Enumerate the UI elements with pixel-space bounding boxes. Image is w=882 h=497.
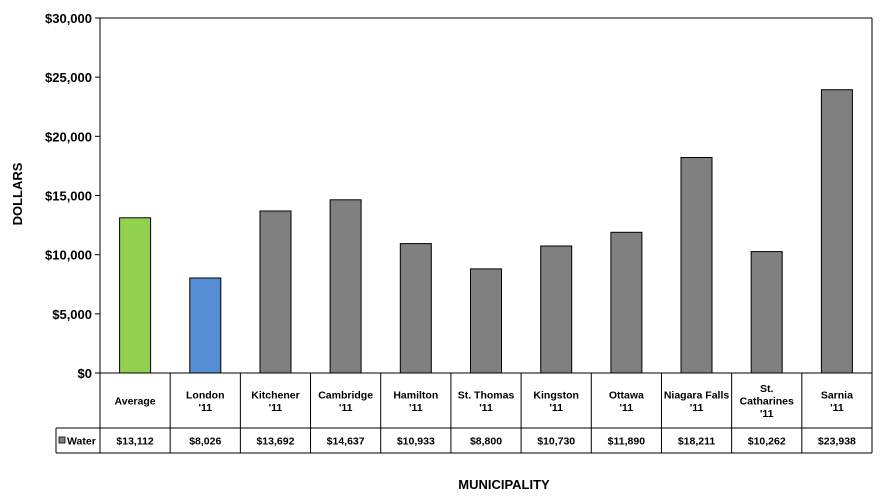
data-label: $13,692 (256, 436, 294, 448)
category-label: St. Thomas '11 (458, 389, 515, 414)
x-axis-title: MUNICIPALITY (458, 477, 550, 492)
bar (119, 217, 152, 374)
y-tick-label: $5,000 (52, 307, 92, 322)
category-label: Ottawa '11 (609, 389, 644, 414)
legend-swatch (58, 436, 66, 444)
category-label: London '11 (186, 389, 224, 414)
y-tick-label: $20,000 (45, 129, 92, 144)
data-label: $8,800 (470, 436, 502, 448)
bar (750, 251, 783, 374)
category-label: Cambridge '11 (318, 389, 373, 414)
y-axis-ticks: $0 $5,000 $10,000 $15,000 $20,000 $25,000 $30,… (45, 11, 100, 381)
category-label: Kitchener '11 (251, 389, 299, 414)
y-axis-title: DOLLARS (10, 162, 25, 225)
category-label: Niagara Falls '11 (664, 389, 730, 414)
y-tick-label: $15,000 (45, 189, 92, 204)
bar (820, 89, 853, 374)
category-label: St. Catharines '11 (740, 383, 794, 420)
data-table: Average London '11 Kitchener '11 Cambridge '11… (55, 373, 873, 454)
bar (329, 199, 362, 374)
bar (540, 245, 573, 374)
data-label: $10,730 (537, 436, 575, 448)
bar (470, 268, 502, 374)
data-label: $10,933 (397, 436, 435, 448)
data-label: $18,211 (678, 436, 716, 448)
y-tick-label: $25,000 (45, 70, 92, 85)
category-label: Kingston '11 (533, 389, 579, 414)
y-tick-label: $0 (78, 366, 92, 381)
bar (399, 243, 432, 374)
category-label: Sarnia '11 (821, 389, 853, 414)
category-label: Hamilton '11 (393, 389, 438, 414)
data-label: $11,890 (608, 436, 646, 448)
bars (119, 89, 853, 374)
category-label: Average (115, 396, 156, 408)
data-label: $23,938 (818, 436, 856, 448)
data-label: $10,262 (748, 436, 786, 448)
bar (259, 210, 292, 374)
bar (610, 231, 643, 374)
legend-entry: Water (67, 436, 96, 448)
data-label: $8,026 (189, 436, 221, 448)
data-label: $13,112 (116, 436, 154, 448)
y-tick-label: $30,000 (45, 11, 92, 26)
data-label: $14,637 (327, 436, 365, 448)
bar (189, 277, 222, 374)
y-tick-label: $10,000 (45, 248, 92, 263)
axes (99, 17, 873, 374)
bar (680, 157, 713, 374)
